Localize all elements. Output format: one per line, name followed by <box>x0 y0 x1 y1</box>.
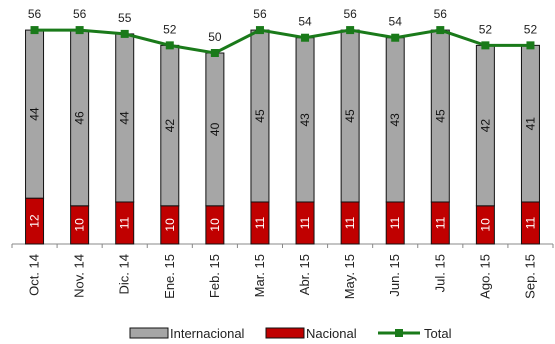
x-tick-label: Oct. 14 <box>27 254 42 296</box>
total-value-label: 52 <box>524 22 538 36</box>
bar-label-nacional: 11 <box>118 216 132 229</box>
bar-label-internacional: 44 <box>28 107 42 121</box>
total-point <box>346 26 355 35</box>
total-point <box>210 49 219 57</box>
total-point <box>75 26 84 35</box>
legend: Internacional Nacional Total <box>129 326 452 341</box>
x-tick-label: Jun. 15 <box>387 254 402 297</box>
total-point <box>526 41 535 50</box>
x-tick-label: Ene. 15 <box>162 254 177 299</box>
bar-label-nacional: 11 <box>253 216 267 229</box>
total-value-label: 54 <box>389 15 403 29</box>
total-point <box>436 26 445 35</box>
x-tick-label: Sep. 15 <box>522 254 537 299</box>
total-point <box>481 41 490 50</box>
bar-label-internacional: 41 <box>523 117 537 131</box>
bar-label-nacional: 11 <box>388 216 402 229</box>
bar-label-nacional: 12 <box>28 214 42 228</box>
bar-label-internacional: 45 <box>253 109 267 123</box>
x-tick-label: May. 15 <box>342 254 357 299</box>
x-tick-label: Dic. 14 <box>117 254 132 294</box>
total-value-label: 56 <box>343 7 357 21</box>
total-line-group: 56 56 55 52 50 56 54 56 54 56 52 52 <box>28 7 538 57</box>
x-tick-label: Nov. 14 <box>72 254 87 298</box>
total-point <box>391 33 400 42</box>
total-value-label: 50 <box>208 30 222 44</box>
bar-label-internacional: 46 <box>73 111 87 125</box>
total-value-label: 56 <box>434 7 448 21</box>
bar-label-nacional: 10 <box>163 218 177 232</box>
x-tick-label: Jul. 15 <box>432 254 447 292</box>
x-tick-label: Feb. 15 <box>207 254 222 298</box>
total-value-label: 55 <box>118 11 132 25</box>
bars-group: 12 44 10 46 11 44 10 42 10 40 11 45 11 43 11 45 11 43 11 45… <box>25 29 540 245</box>
bar-label-nacional: 10 <box>208 218 222 232</box>
bar-label-nacional: 11 <box>523 216 537 229</box>
x-tick-label: Mar. 15 <box>252 254 267 297</box>
bar-label-nacional: 10 <box>73 218 87 232</box>
bar-label-internacional: 44 <box>118 111 132 125</box>
x-tick-label: Ago. 15 <box>477 254 492 299</box>
legend-swatch-internacional <box>129 327 169 339</box>
total-point <box>301 33 310 42</box>
total-value-label: 56 <box>28 7 42 21</box>
bar-label-internacional: 43 <box>388 113 402 127</box>
total-value-label: 52 <box>163 22 177 36</box>
bar-label-nacional: 11 <box>343 216 357 229</box>
bar-label-internacional: 43 <box>298 113 312 127</box>
total-line <box>34 28 531 55</box>
bar-label-internacional: 45 <box>343 109 357 123</box>
bar-label-internacional: 42 <box>163 119 177 133</box>
total-point <box>30 26 39 35</box>
x-tick-label: Abr. 15 <box>297 254 312 295</box>
bar-label-internacional: 42 <box>478 119 492 133</box>
total-value-label: 54 <box>298 15 312 29</box>
total-point <box>255 26 264 35</box>
bar-label-internacional: 45 <box>433 109 447 123</box>
total-value-label: 56 <box>73 7 87 21</box>
total-value-label: 52 <box>479 22 493 36</box>
total-value-label: 56 <box>253 7 267 21</box>
x-tick-labels: Oct. 14 Nov. 14 Dic. 14 Ene. 15 Feb. 15 Mar. … <box>27 254 538 299</box>
legend-label-nacional: Nacional <box>306 326 357 341</box>
axes <box>11 243 554 248</box>
bar-label-nacional: 10 <box>478 218 492 232</box>
total-point <box>165 41 174 50</box>
total-point <box>120 29 129 38</box>
bar-label-nacional: 11 <box>298 216 312 229</box>
legend-swatch-nacional <box>265 327 305 339</box>
bar-label-nacional: 11 <box>433 216 447 229</box>
legend-label-total: Total <box>424 326 452 341</box>
legend-marker-total <box>395 329 403 337</box>
bar-label-internacional: 40 <box>208 122 222 136</box>
legend-label-internacional: Internacional <box>170 326 245 341</box>
